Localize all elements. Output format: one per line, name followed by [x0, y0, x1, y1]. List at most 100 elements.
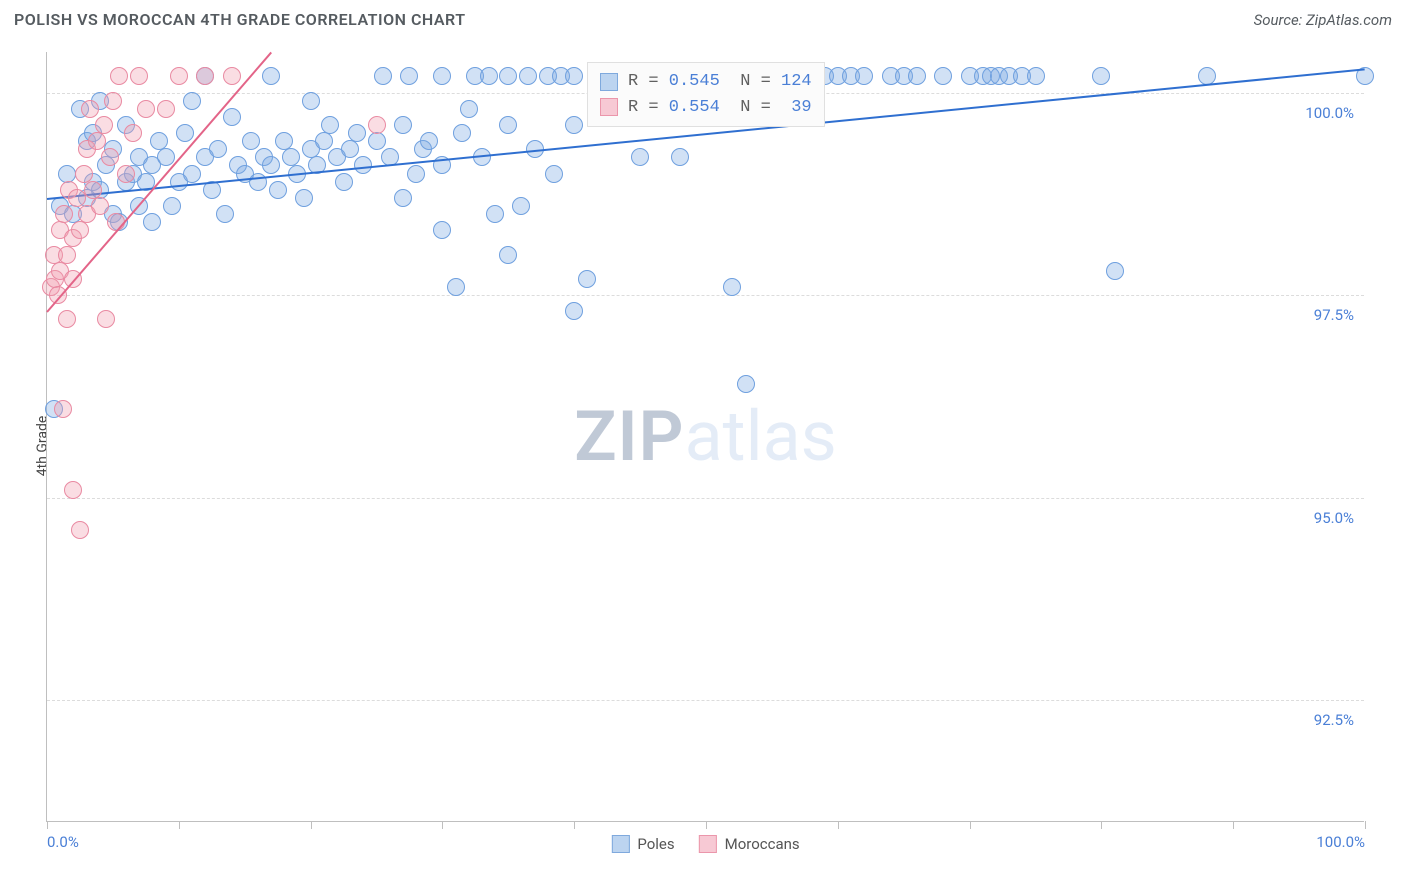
source-credit: Source: ZipAtlas.com — [1254, 11, 1392, 29]
x-tick — [574, 821, 575, 829]
data-point — [223, 108, 241, 126]
data-point — [453, 124, 471, 142]
data-point — [157, 100, 175, 118]
data-point — [460, 100, 478, 118]
stats-legend-row: R = 0.545 N = 124 — [600, 69, 812, 95]
data-point — [295, 189, 313, 207]
x-tick — [1101, 821, 1102, 829]
data-point — [335, 173, 353, 191]
x-tick — [179, 821, 180, 829]
data-point — [368, 132, 386, 150]
x-tick — [1233, 821, 1234, 829]
data-point — [216, 205, 234, 223]
data-point — [565, 67, 583, 85]
data-point — [737, 375, 755, 393]
watermark: ZIPatlas — [574, 396, 837, 478]
data-point — [110, 67, 128, 85]
gridline — [47, 700, 1364, 701]
series-legend-label: Poles — [637, 835, 674, 853]
data-point — [137, 100, 155, 118]
data-point — [71, 521, 89, 539]
data-point — [262, 156, 280, 174]
data-point — [394, 189, 412, 207]
stats-legend-text: R = 0.554 N = 39 — [628, 95, 812, 121]
data-point — [374, 67, 392, 85]
data-point — [91, 197, 109, 215]
stats-legend-row: R = 0.554 N = 39 — [600, 95, 812, 121]
data-point — [54, 400, 72, 418]
data-point — [499, 246, 517, 264]
data-point — [400, 67, 418, 85]
data-point — [64, 481, 82, 499]
data-point — [420, 132, 438, 150]
y-tick-label: 100.0% — [1305, 104, 1354, 122]
data-point — [223, 67, 241, 85]
data-point — [578, 270, 596, 288]
data-point — [75, 165, 93, 183]
data-point — [394, 116, 412, 134]
data-point — [1027, 67, 1045, 85]
data-point — [908, 67, 926, 85]
series-legend: Poles Moroccans — [611, 835, 799, 853]
data-point — [671, 148, 689, 166]
data-point — [407, 165, 425, 183]
chart-title: POLISH VS MOROCCAN 4TH GRADE CORRELATION… — [14, 10, 466, 29]
scatter-plot: ZIPatlas 100.0%97.5%95.0%92.5%0.0%100.0%… — [46, 52, 1364, 822]
data-point — [723, 278, 741, 296]
gridline — [47, 295, 1364, 296]
x-tick — [47, 821, 48, 829]
data-point — [934, 67, 952, 85]
data-point — [1092, 67, 1110, 85]
series-legend-item: Moroccans — [699, 835, 800, 853]
data-point — [58, 165, 76, 183]
data-point — [88, 132, 106, 150]
data-point — [486, 205, 504, 223]
x-tick — [311, 821, 312, 829]
x-tick-label: 100.0% — [1316, 833, 1365, 851]
data-point — [157, 148, 175, 166]
data-point — [348, 124, 366, 142]
y-tick-label: 97.5% — [1314, 306, 1354, 324]
data-point — [499, 116, 517, 134]
data-point — [58, 310, 76, 328]
legend-swatch-icon — [611, 835, 629, 853]
data-point — [95, 116, 113, 134]
x-tick — [442, 821, 443, 829]
data-point — [81, 100, 99, 118]
data-point — [315, 132, 333, 150]
x-tick — [706, 821, 707, 829]
legend-swatch-icon — [600, 98, 618, 116]
x-tick-label: 0.0% — [47, 833, 79, 851]
data-point — [269, 181, 287, 199]
data-point — [130, 67, 148, 85]
data-point — [242, 132, 260, 150]
data-point — [55, 205, 73, 223]
data-point — [170, 67, 188, 85]
legend-swatch-icon — [699, 835, 717, 853]
data-point — [183, 165, 201, 183]
data-point — [1106, 262, 1124, 280]
gridline — [47, 498, 1364, 499]
data-point — [124, 124, 142, 142]
series-legend-item: Poles — [611, 835, 674, 853]
data-point — [480, 67, 498, 85]
series-legend-label: Moroccans — [725, 835, 800, 853]
y-tick-label: 95.0% — [1314, 509, 1354, 527]
data-point — [104, 92, 122, 110]
data-point — [499, 67, 517, 85]
data-point — [368, 116, 386, 134]
stats-legend-text: R = 0.545 N = 124 — [628, 69, 812, 95]
x-tick — [1365, 821, 1366, 829]
data-point — [565, 302, 583, 320]
x-tick — [838, 821, 839, 829]
data-point — [433, 67, 451, 85]
data-point — [631, 148, 649, 166]
data-point — [176, 124, 194, 142]
data-point — [249, 173, 267, 191]
y-tick-label: 92.5% — [1314, 711, 1354, 729]
data-point — [196, 67, 214, 85]
data-point — [512, 197, 530, 215]
data-point — [545, 165, 563, 183]
trend-line — [46, 52, 272, 313]
data-point — [71, 221, 89, 239]
